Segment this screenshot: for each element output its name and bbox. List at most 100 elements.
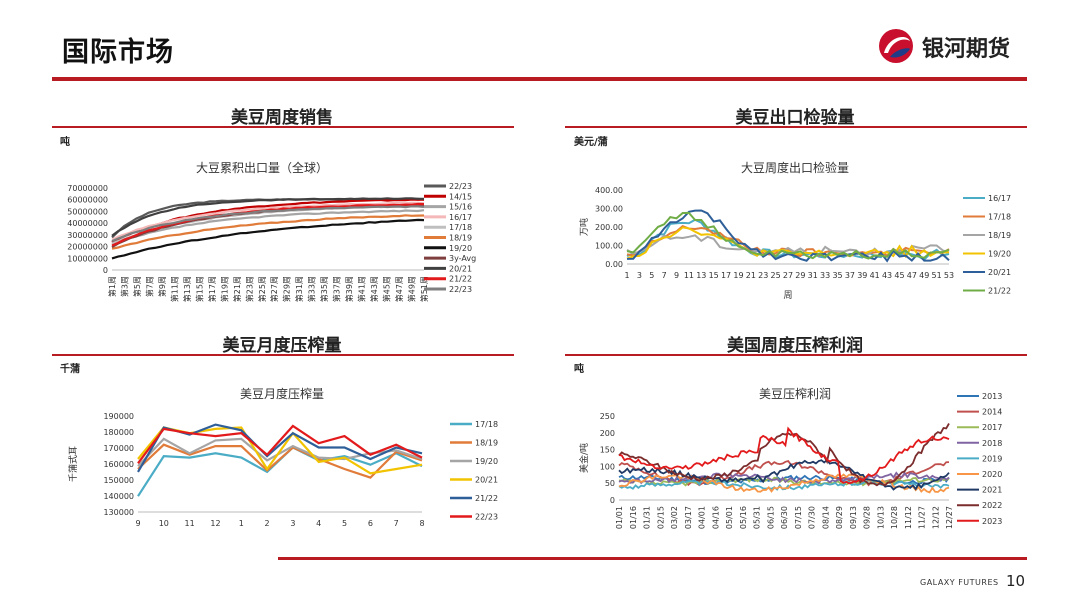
x-tick-label: 9 [674,271,679,280]
series-line [618,423,950,487]
y-tick-label: 150000 [103,476,134,485]
legend-label: 2020 [982,470,1002,479]
legend-label: 2019 [982,454,1002,463]
x-tick-label: 第33周 [307,276,317,302]
panel-title-sales: 美豆周度销售 [231,108,333,128]
series-line [111,197,424,237]
series-line [626,211,950,260]
y-tick-label: 160000 [103,460,134,469]
x-tick-label: 04/16 [711,506,720,529]
unit-label-inspection: 美元/蒲 [574,137,608,148]
x-tick-label: 12 [210,519,220,528]
x-tick-label: 06/30 [780,506,789,529]
footer-rule [278,557,1027,560]
chart-title: 大豆周度出口检验量 [741,160,849,175]
chart-cumulative-exports: 大豆累积出口量（全球） 70000000 60000000 50000000 40000… [67,160,476,302]
x-tick-label: 33 [820,271,830,280]
x-tick-label: 47 [907,271,917,280]
panel-rule-inspection [565,126,1027,128]
legend-label: 20/21 [449,264,472,273]
legend-label: 2014 [982,408,1002,417]
x-tick-label: 6 [368,519,373,528]
x-tick-label: 06/15 [766,506,775,529]
y-tick-label: 190000 [103,412,134,421]
page-title: 国际市场 [62,37,174,68]
x-tick-label: 49 [919,271,929,280]
x-tick-label: 第5周 [132,276,142,297]
y-axis-title: 美金/吨 [578,443,590,473]
x-tick-label: 第15周 [194,276,204,302]
legend-label: 15/16 [449,203,472,212]
x-tick-label: 41 [870,271,880,280]
y-tick-label: 300.00 [595,205,623,214]
y-tick-label: 30000000 [67,231,108,240]
footer-brand: GALAXY FUTURES [920,578,999,587]
y-tick-label: 100 [600,462,615,471]
x-tick-label: 第35周 [319,276,329,302]
legend-label: 16/17 [449,213,472,222]
x-tick-label: 第21周 [232,276,242,302]
logo-text: 银河期货 [922,37,1011,62]
legend-label: 18/19 [988,231,1011,240]
x-tick-label: 11/27 [918,506,927,529]
series-line [111,205,425,243]
x-tick-label: 7 [394,519,399,528]
legend-label: 21/22 [475,494,498,503]
x-axis-title: 周 [783,290,792,301]
y-tick-label: 200 [600,429,615,438]
legend-label: 2021 [982,486,1002,495]
x-tick-label: 07/30 [808,506,817,529]
legend-label: 2018 [982,439,1002,448]
series-line [618,426,950,485]
page-number: 10 [1006,572,1026,590]
y-tick-label: 180000 [103,428,134,437]
x-tick-label: 11/12 [904,506,913,529]
x-tick-label: 第27周 [269,276,279,302]
x-tick-label: 45 [894,271,904,280]
header-rule [52,77,1027,81]
x-tick-label: 8 [419,519,424,528]
x-tick-label: 11 [684,271,694,280]
panel-title-margin: 美国周度压榨利润 [727,336,863,356]
x-tick-label: 第47周 [394,276,404,302]
legend-label: 19/20 [475,457,498,466]
x-tick-label: 01/16 [629,506,638,529]
x-tick-label: 第11周 [169,276,179,302]
x-tick-label: 05/01 [725,506,734,529]
legend-label: 19/20 [449,244,472,253]
panel-title-inspection: 美豆出口检验量 [735,108,855,128]
x-tick-label: 7 [662,271,667,280]
x-tick-label: 第3周 [119,276,129,297]
x-tick-label: 03/17 [684,506,693,529]
x-tick-label: 12/27 [945,506,954,529]
x-tick-label: 07/15 [794,506,803,529]
legend-label: 14/15 [449,192,472,201]
x-tick-label: 10 [159,519,169,528]
series-line [111,218,425,260]
series-line [137,424,423,464]
legend-label: 17/18 [475,420,498,429]
legend-label: 19/20 [988,250,1011,259]
x-tick-label: 10/13 [876,506,885,529]
chart-title: 美豆压榨利润 [759,386,831,401]
y-tick-label: 70000000 [67,184,108,193]
x-tick-label: 第7周 [144,276,154,297]
x-tick-label: 53 [944,271,954,280]
x-tick-label: 第41周 [357,276,367,302]
legend-label: 21/22 [988,287,1011,296]
legend-label: 18/19 [475,439,498,448]
x-tick-label: 1 [624,271,629,280]
x-tick-label: 08/29 [835,506,844,529]
y-tick-label: 400.00 [595,186,623,195]
x-tick-label: 第23周 [244,276,254,302]
y-tick-label: 170000 [103,444,134,453]
x-tick-label: 29 [795,271,805,280]
x-tick-label: 11 [185,519,195,528]
y-tick-label: 20000000 [67,243,108,252]
x-tick-label: 04/01 [698,506,707,529]
y-tick-label: 130000 [103,508,134,517]
panel-rule-crush [52,354,514,356]
legend-label: 22/23 [475,513,498,522]
x-tick-label: 2 [265,519,270,528]
x-tick-label: 第13周 [182,276,192,302]
